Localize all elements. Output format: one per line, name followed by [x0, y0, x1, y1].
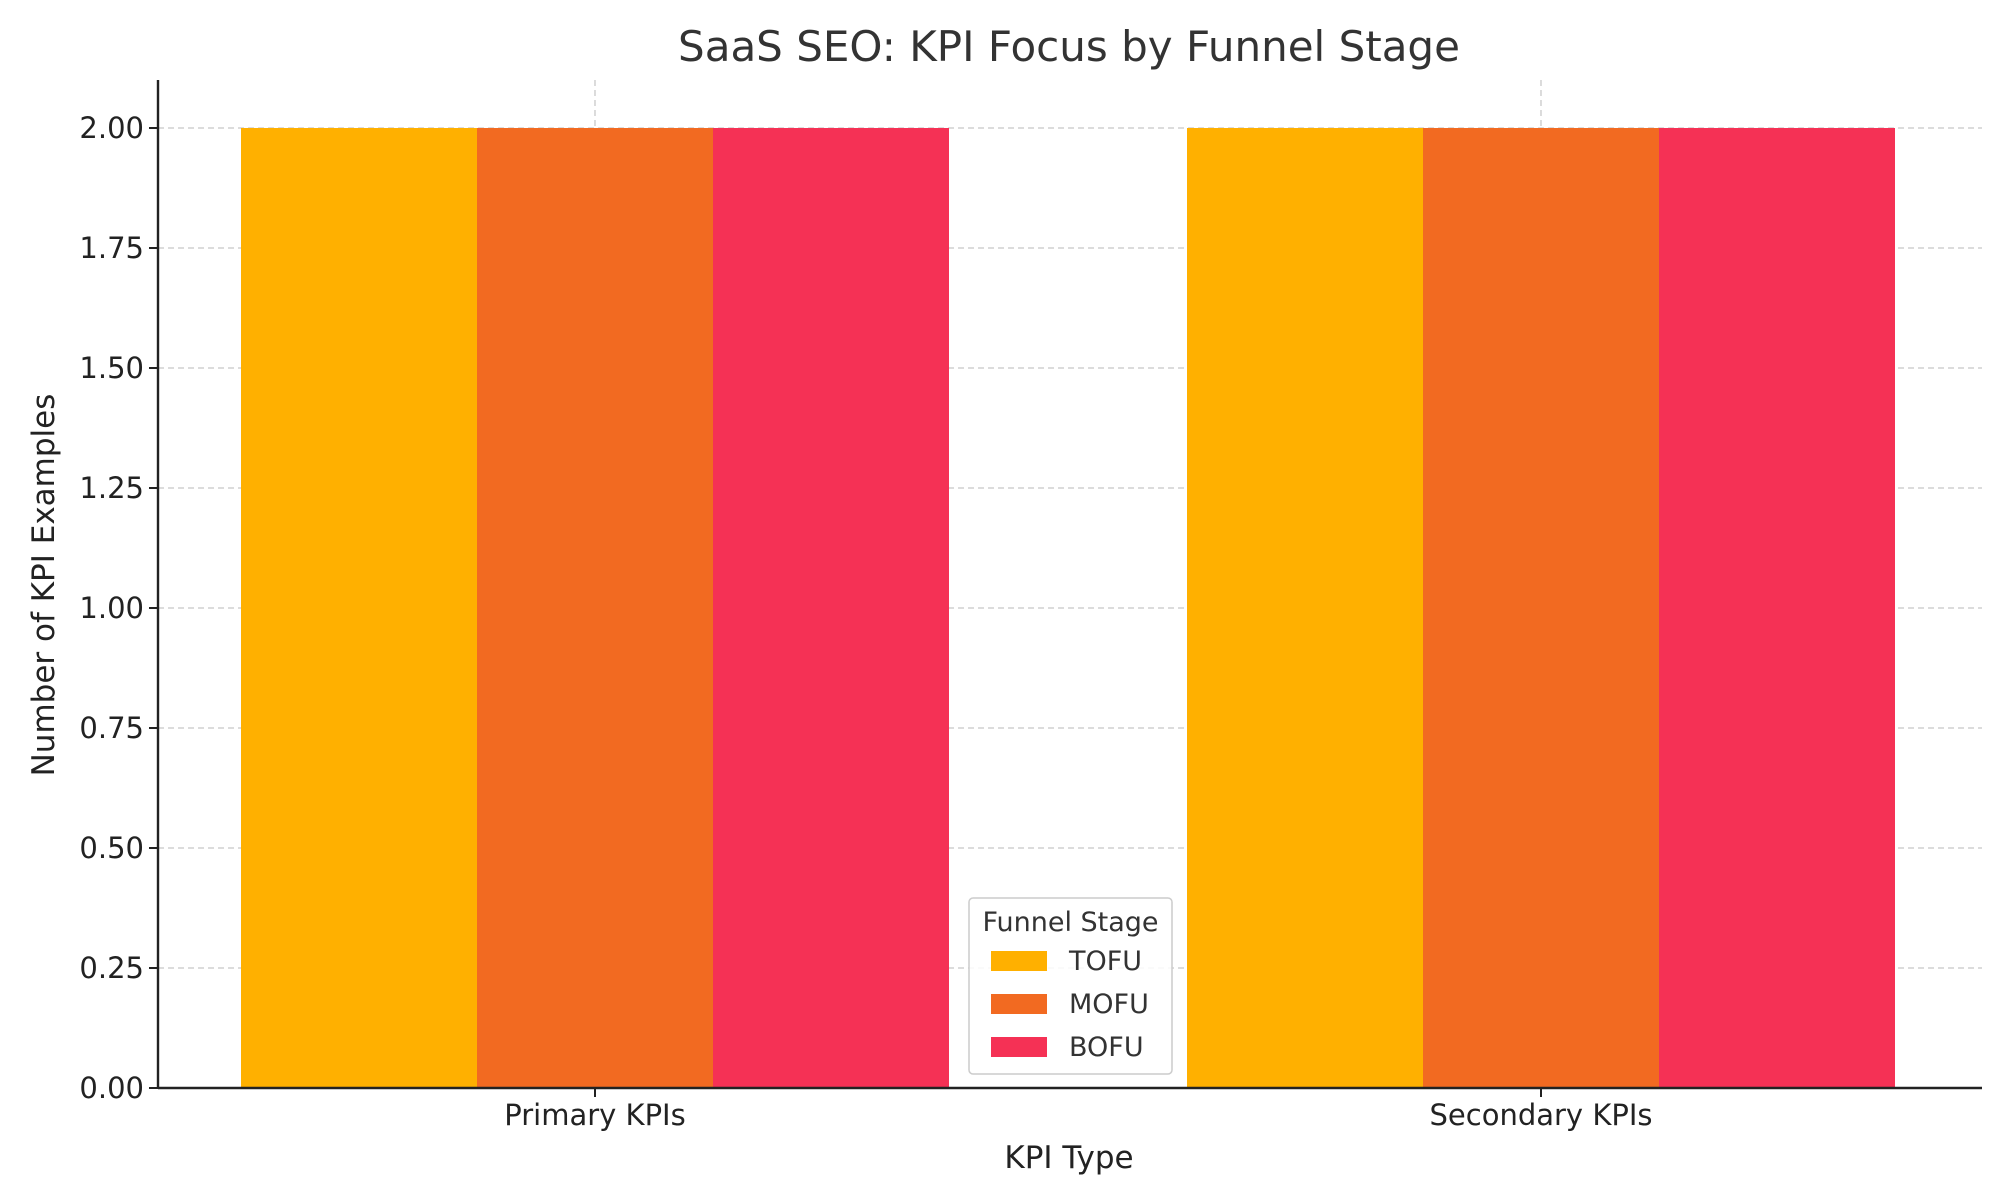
- legend-swatch-bofu: [991, 1037, 1047, 1057]
- bar-tofu-secondary: [1187, 128, 1423, 1088]
- bar-mofu-primary: [477, 128, 713, 1088]
- bars: [241, 128, 1895, 1088]
- bar-tofu-primary: [241, 128, 477, 1088]
- y-tick-label: 0.00: [79, 1071, 144, 1105]
- bar-bofu-secondary: [1659, 128, 1895, 1088]
- y-tick-label: 1.00: [79, 591, 144, 625]
- x-axis-label: KPI Type: [1004, 1140, 1133, 1176]
- legend-frame: [968, 897, 1173, 1075]
- y-tick-label: 0.50: [79, 831, 144, 865]
- y-tick-label: 0.75: [79, 711, 144, 745]
- y-tick-label: 2.00: [79, 111, 144, 145]
- bar-mofu-secondary: [1423, 128, 1659, 1088]
- legend-label-bofu: BOFU: [1069, 1032, 1144, 1063]
- y-axis-label: Number of KPI Examples: [26, 394, 62, 777]
- legend-swatch-tofu: [991, 951, 1047, 971]
- legend-label-mofu: MOFU: [1069, 989, 1149, 1020]
- y-tick-label: 1.25: [79, 471, 144, 505]
- y-tick-label: 1.75: [79, 231, 144, 265]
- tick-labels: 0.00 0.25 0.50 0.75 1.00 1.25 1.50 1.75 2.00 Prim…: [79, 111, 1652, 1132]
- x-tick-label: Primary KPIs: [504, 1098, 685, 1132]
- axes: [149, 80, 1982, 1097]
- x-tick-label: Secondary KPIs: [1430, 1098, 1653, 1132]
- legend: Funnel Stage TOFU MOFU BOFU: [968, 897, 1173, 1075]
- legend-title: Funnel Stage: [982, 907, 1158, 938]
- chart-title: SaaS SEO: KPI Focus by Funnel Stage: [678, 22, 1460, 71]
- y-tick-label: 0.25: [79, 951, 144, 985]
- bar-bofu-primary: [713, 128, 949, 1088]
- legend-label-tofu: TOFU: [1068, 946, 1142, 977]
- y-tick-label: 1.50: [79, 351, 144, 385]
- legend-swatch-mofu: [991, 994, 1047, 1014]
